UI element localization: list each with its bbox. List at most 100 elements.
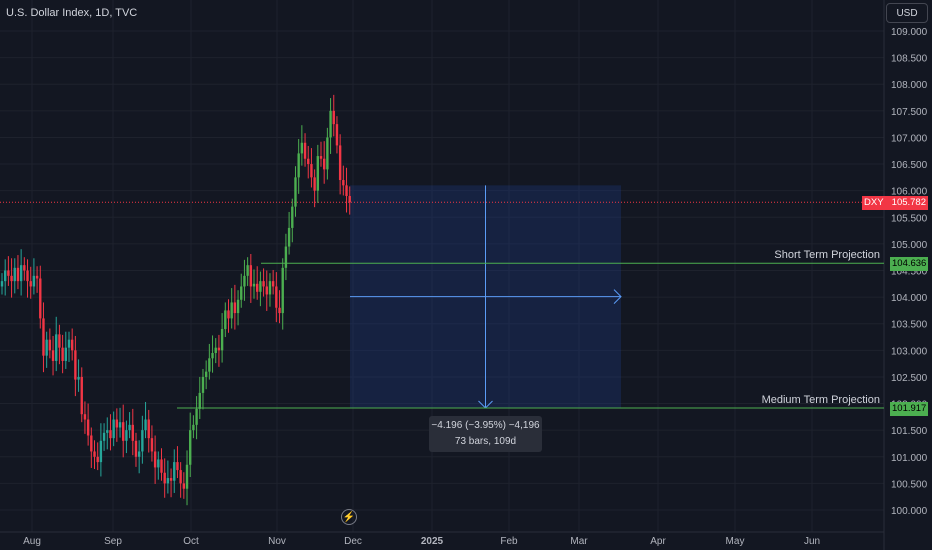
candle-body xyxy=(252,283,256,287)
candle-body xyxy=(345,185,348,196)
candle-body xyxy=(217,347,221,351)
candle-body xyxy=(256,283,259,292)
candle-body xyxy=(182,483,186,489)
candle-body xyxy=(275,286,278,308)
candle-body xyxy=(169,478,173,481)
candle-body xyxy=(86,419,90,436)
candle-body xyxy=(204,371,208,377)
candle-body xyxy=(83,414,87,420)
candle-body xyxy=(39,278,42,319)
y-tick-label: 107.000 xyxy=(891,133,928,144)
candle-body xyxy=(230,302,233,319)
candle-body xyxy=(271,281,275,287)
y-tick-label: 101.000 xyxy=(891,453,928,464)
y-tick-label: 104.000 xyxy=(891,293,928,304)
x-tick-label: Mar xyxy=(570,536,588,547)
candle-body xyxy=(51,350,55,361)
candle-body xyxy=(153,451,157,468)
candle-body xyxy=(329,110,332,138)
y-tick-label: 103.500 xyxy=(891,320,928,331)
x-tick-label: Dec xyxy=(344,536,362,547)
candle-body xyxy=(45,339,48,356)
candle-body xyxy=(185,464,189,489)
y-tick-label: 102.500 xyxy=(891,373,928,384)
lightning-icon[interactable]: ⚡ xyxy=(341,509,357,525)
candle-body xyxy=(134,440,138,457)
y-tick-label: 106.000 xyxy=(891,187,928,198)
candle-body xyxy=(26,270,29,282)
candle-body xyxy=(141,430,144,452)
y-tick-label: 105.000 xyxy=(891,240,928,251)
candle-body xyxy=(192,424,195,431)
candle-body xyxy=(278,307,281,314)
candle-body xyxy=(287,227,291,247)
candle-body xyxy=(300,142,304,154)
medium-term-projection-label: Medium Term Projection xyxy=(761,394,880,406)
x-tick-label: Oct xyxy=(183,536,199,547)
candle-body xyxy=(291,206,294,228)
y-tick-label: 100.000 xyxy=(891,506,928,517)
x-tick-label: 2025 xyxy=(421,536,444,547)
candle-body xyxy=(115,419,119,428)
candle-body xyxy=(179,470,182,484)
candle-body xyxy=(32,275,36,287)
candle-body xyxy=(319,156,323,159)
candle-body xyxy=(189,430,192,465)
y-tick-label: 106.500 xyxy=(891,160,928,171)
candle-body xyxy=(144,419,147,431)
candle-body xyxy=(243,275,246,287)
candle-body xyxy=(131,424,134,441)
candle-body xyxy=(268,281,272,295)
candle-body xyxy=(198,392,201,409)
candle-body xyxy=(147,419,150,439)
candle-body xyxy=(122,422,125,441)
candle-body xyxy=(176,462,179,471)
currency-button[interactable]: USD xyxy=(886,3,928,23)
y-tick-label: 109.000 xyxy=(891,27,928,38)
candle-body xyxy=(262,281,265,287)
candle-body xyxy=(150,438,154,452)
candle-body xyxy=(322,158,326,170)
y-tick-label: 108.000 xyxy=(891,80,928,91)
candle-body xyxy=(93,451,96,457)
candle-body xyxy=(310,164,313,178)
candle-body xyxy=(220,329,224,351)
candle-body xyxy=(80,376,83,415)
x-tick-label: Sep xyxy=(104,536,122,547)
candle-body xyxy=(109,430,112,439)
candle-body xyxy=(208,358,211,372)
candle-body xyxy=(307,158,310,165)
candle-body xyxy=(166,478,170,484)
candle-body xyxy=(240,286,243,300)
candle-body xyxy=(249,265,253,287)
candle-body xyxy=(246,265,249,276)
candle-body xyxy=(173,462,176,481)
candle-body xyxy=(303,142,307,159)
symbol-badge-label: DXY xyxy=(864,197,884,208)
candle-body xyxy=(7,270,10,276)
symbol-title: U.S. Dollar Index, 1D, TVC xyxy=(6,7,138,19)
short-term-projection-label: Short Term Projection xyxy=(774,249,880,261)
candle-body xyxy=(128,424,131,431)
candle-body xyxy=(112,419,115,439)
candle-body xyxy=(10,275,13,282)
x-tick-label: Nov xyxy=(268,536,286,547)
candle-body xyxy=(58,334,61,348)
candle-body xyxy=(284,246,288,268)
candle-body xyxy=(214,347,217,353)
last-price-badge: DXY 105.782 xyxy=(862,196,928,210)
candle-body xyxy=(338,145,342,181)
candle-body xyxy=(201,376,205,393)
candle-body xyxy=(211,352,214,359)
x-tick-label: Aug xyxy=(23,536,41,547)
candle-body xyxy=(23,265,26,271)
candle-body xyxy=(297,153,300,178)
y-tick-label: 108.500 xyxy=(891,54,928,65)
candle-body xyxy=(326,137,329,170)
candle-body xyxy=(42,318,45,356)
candle-body xyxy=(259,281,262,292)
candle-body xyxy=(125,430,128,441)
candle-body xyxy=(16,267,20,282)
x-tick-label: May xyxy=(726,536,745,547)
